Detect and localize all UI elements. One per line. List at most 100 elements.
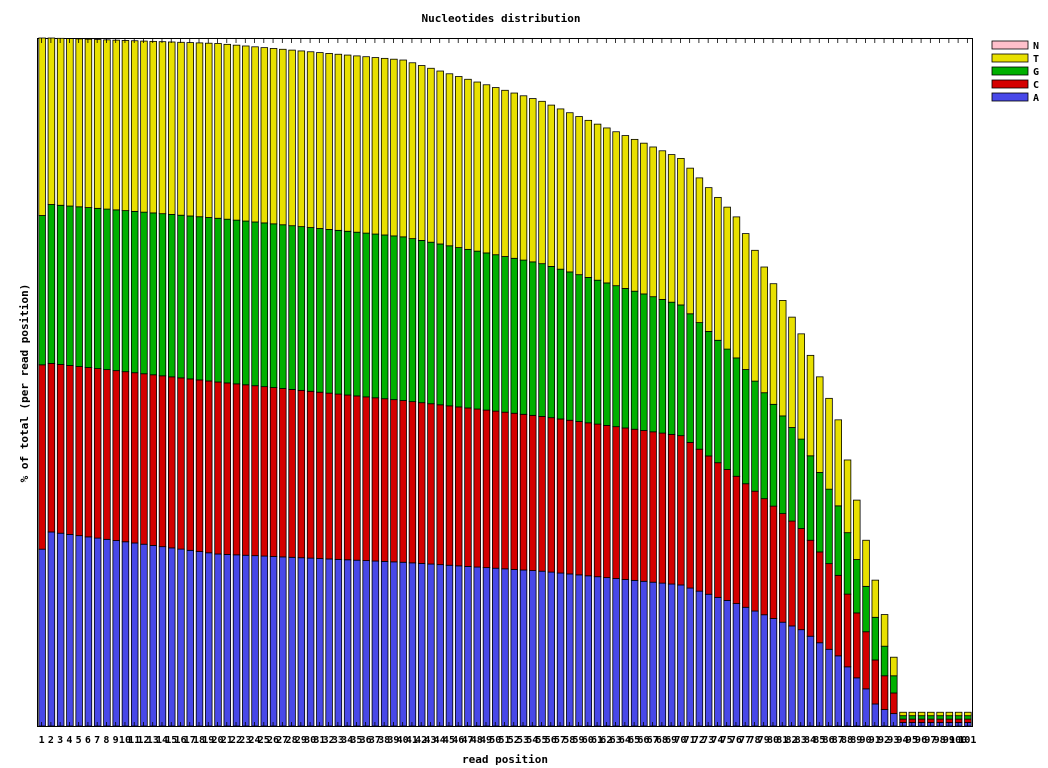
bar-segment-C-pos-21 [223, 382, 232, 555]
x-tick-label: 29 [295, 735, 307, 746]
bar-segment-G-pos-94 [899, 715, 907, 720]
bar-segment-A-pos-87 [834, 655, 843, 727]
bar-segment-T-pos-42 [417, 65, 426, 241]
x-tick-label: 47 [461, 735, 473, 746]
legend-label-T: T [1033, 54, 1039, 65]
bar-segment-A-pos-26 [269, 556, 278, 727]
x-tick-label: 8 [103, 735, 109, 746]
bar-segment-A-pos-19 [205, 552, 213, 727]
bar-segment-C-pos-39 [390, 399, 398, 563]
bar-segment-C-pos-57 [556, 418, 565, 574]
bar-segment-T-pos-40 [399, 59, 407, 238]
bar-segment-T-pos-68 [658, 150, 667, 300]
bar-segment-A-pos-93 [890, 713, 898, 727]
bar-segment-A-pos-6 [84, 536, 93, 727]
bar-segment-C-pos-59 [575, 421, 583, 576]
bar-segment-G-pos-83 [797, 438, 805, 529]
x-tick-label: 75 [721, 735, 733, 746]
bar-segment-T-pos-95 [908, 711, 917, 717]
bar-segment-A-pos-49 [482, 567, 491, 727]
x-tick-label: 6 [85, 735, 91, 746]
bar-segment-G-pos-25 [260, 222, 269, 388]
x-tick-label: 2 [48, 735, 54, 746]
bar-segment-G-pos-68 [658, 299, 667, 434]
x-tick-label: 37 [369, 735, 381, 746]
bar-segment-C-pos-31 [316, 391, 324, 559]
bar-segment-C-pos-89 [853, 612, 861, 679]
bar-segment-T-pos-56 [547, 104, 556, 267]
bar-segment-C-pos-99 [945, 718, 954, 723]
bar-segment-T-pos-47 [464, 78, 472, 250]
legend-label-G: G [1033, 67, 1039, 78]
bar-segment-G-pos-35 [353, 231, 361, 397]
bar-segment-T-pos-89 [853, 499, 861, 560]
x-tick-label: 91 [869, 735, 881, 746]
bar-segment-G-pos-15 [167, 214, 176, 378]
bar-segment-G-pos-9 [112, 209, 120, 372]
x-tick-label: 49 [480, 735, 492, 746]
bar-segment-A-pos-89 [853, 677, 861, 727]
x-tick-label: 87 [832, 735, 844, 746]
x-tick-label: 69 [665, 735, 677, 746]
bar-segment-G-pos-69 [667, 301, 676, 435]
bar-segment-T-pos-82 [788, 316, 796, 428]
bar-segment-G-pos-8 [103, 208, 111, 371]
x-tick-label: 95 [906, 735, 918, 746]
y-axis-label: % of total (per read position) [18, 284, 31, 483]
bar-segment-A-pos-68 [658, 582, 667, 727]
bar-segment-C-pos-81 [778, 513, 787, 623]
bar-segment-G-pos-50 [492, 254, 500, 412]
bar-segment-T-pos-5 [75, 38, 83, 208]
bar-segment-T-pos-71 [686, 167, 694, 315]
bar-segment-T-pos-4 [66, 38, 74, 207]
bar-segment-C-pos-8 [103, 369, 111, 540]
bar-segment-T-pos-23 [242, 45, 250, 222]
bar-segment-G-pos-63 [612, 285, 620, 428]
bar-segment-C-pos-88 [843, 593, 852, 668]
bar-segment-A-pos-64 [621, 579, 630, 727]
x-tick-label: 98 [934, 735, 946, 746]
bar-segment-G-pos-78 [751, 380, 759, 492]
bar-segment-C-pos-17 [186, 378, 194, 551]
bar-segment-A-pos-95 [908, 722, 917, 727]
bar-segment-A-pos-18 [195, 551, 204, 727]
x-tick-label: 36 [360, 735, 372, 746]
bar-segment-G-pos-73 [704, 331, 713, 457]
x-tick-label: 46 [452, 735, 464, 746]
bar-segment-A-pos-28 [288, 556, 296, 727]
x-tick-label: 40 [397, 735, 409, 746]
bar-segment-T-pos-13 [149, 40, 157, 214]
bar-segment-C-pos-30 [306, 390, 315, 559]
bar-segment-T-pos-53 [519, 95, 528, 261]
bar-segment-A-pos-60 [584, 575, 593, 727]
bar-segment-C-pos-85 [816, 551, 824, 644]
bar-segment-G-pos-13 [149, 212, 157, 376]
bar-segment-A-pos-12 [140, 543, 148, 727]
bar-segment-G-pos-79 [760, 392, 768, 500]
bar-segment-A-pos-32 [325, 558, 333, 727]
x-tick-label: 61 [591, 735, 603, 746]
legend-label-C: C [1033, 80, 1039, 91]
bar-segment-T-pos-45 [445, 73, 454, 247]
bar-segment-A-pos-17 [186, 549, 194, 727]
bar-segment-T-pos-69 [667, 154, 676, 303]
bar-segment-G-pos-89 [853, 559, 861, 614]
bar-segment-G-pos-1 [38, 215, 46, 366]
x-tick-label: 44 [434, 735, 446, 746]
legend-swatch-T [991, 53, 1029, 63]
bar-segment-G-pos-11 [130, 210, 139, 374]
bar-segment-A-pos-5 [75, 535, 83, 727]
bar-segment-T-pos-79 [760, 266, 768, 394]
bar-segment-G-pos-14 [158, 213, 167, 377]
bar-segment-A-pos-74 [714, 596, 722, 727]
bar-segment-T-pos-12 [140, 40, 148, 213]
bar-segment-A-pos-37 [371, 560, 380, 727]
x-tick-label: 31 [313, 735, 325, 746]
bar-segment-C-pos-28 [288, 389, 296, 558]
bar-segment-G-pos-39 [390, 235, 398, 401]
bar-segment-T-pos-59 [575, 116, 583, 276]
bar-segment-C-pos-43 [427, 403, 435, 565]
bar-segment-C-pos-23 [242, 384, 250, 556]
bar-segment-G-pos-74 [714, 339, 722, 464]
bar-segment-T-pos-49 [482, 84, 491, 254]
